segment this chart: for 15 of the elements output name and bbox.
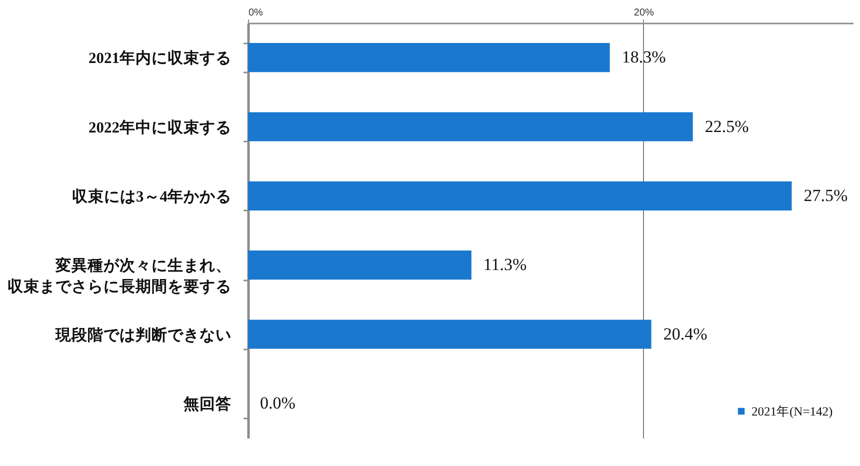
y-tick-label: 現段階では判断できない <box>54 326 232 344</box>
data-label: 22.5% <box>704 116 749 136</box>
legend-label: 2021年(N=142) <box>752 404 833 418</box>
x-tick-label: 0% <box>248 8 264 18</box>
y-tick-label: 無回答 <box>182 394 232 413</box>
data-label: 18.3% <box>622 48 666 67</box>
y-tick-label: 変異種が次々に生まれ、収束までさらに長期間を要する <box>8 256 232 296</box>
data-label: 11.3% <box>483 255 527 274</box>
y-tick-label: 2022年中に収束する <box>88 118 232 136</box>
y-tick-label: 収束には3～4年かかる <box>72 187 232 206</box>
data-label: 27.5% <box>804 186 848 205</box>
y-tick-label: 2021年内に収束する <box>88 49 232 68</box>
x-tick-label: 20% <box>634 8 654 18</box>
data-label: 0.0% <box>260 393 296 412</box>
data-label: 20.4% <box>663 324 708 344</box>
